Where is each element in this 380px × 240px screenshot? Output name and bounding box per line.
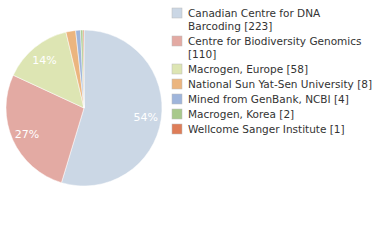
- pie-slice: [83, 30, 85, 108]
- data-labels: 54% 27% 14%: [15, 54, 158, 141]
- chart: 54% 27% 14% Canadian Centre for DNABarcodin…: [0, 0, 380, 240]
- legend-label: Wellcome Sanger Institute [1]: [188, 123, 345, 135]
- legend-swatch: [172, 79, 182, 89]
- legend-label: Macrogen, Europe [58]: [188, 63, 308, 75]
- pie-slice: [76, 30, 84, 108]
- pie-slice: [66, 30, 84, 108]
- legend-swatch: [172, 109, 182, 119]
- legend-label: Centre for Biodiversity Genomics[110]: [188, 35, 361, 60]
- legend-swatch: [172, 36, 182, 46]
- legend-label: Macrogen, Korea [2]: [188, 108, 294, 120]
- legend-swatch: [172, 124, 182, 134]
- data-label: 27%: [15, 128, 39, 141]
- legend-swatch: [172, 64, 182, 74]
- legend-label: Mined from GenBank, NCBI [4]: [188, 93, 349, 105]
- pie-slice: [81, 30, 84, 108]
- legend-swatch: [172, 94, 182, 104]
- data-label: 54%: [134, 111, 158, 124]
- slices: [6, 30, 162, 186]
- legend: Canadian Centre for DNABarcoding [223] Ce…: [172, 7, 372, 135]
- data-label: 14%: [32, 54, 56, 67]
- legend-swatch: [172, 8, 182, 18]
- legend-label: National Sun Yat-Sen University [8]: [188, 78, 372, 90]
- legend-label: Canadian Centre for DNABarcoding [223]: [188, 7, 321, 32]
